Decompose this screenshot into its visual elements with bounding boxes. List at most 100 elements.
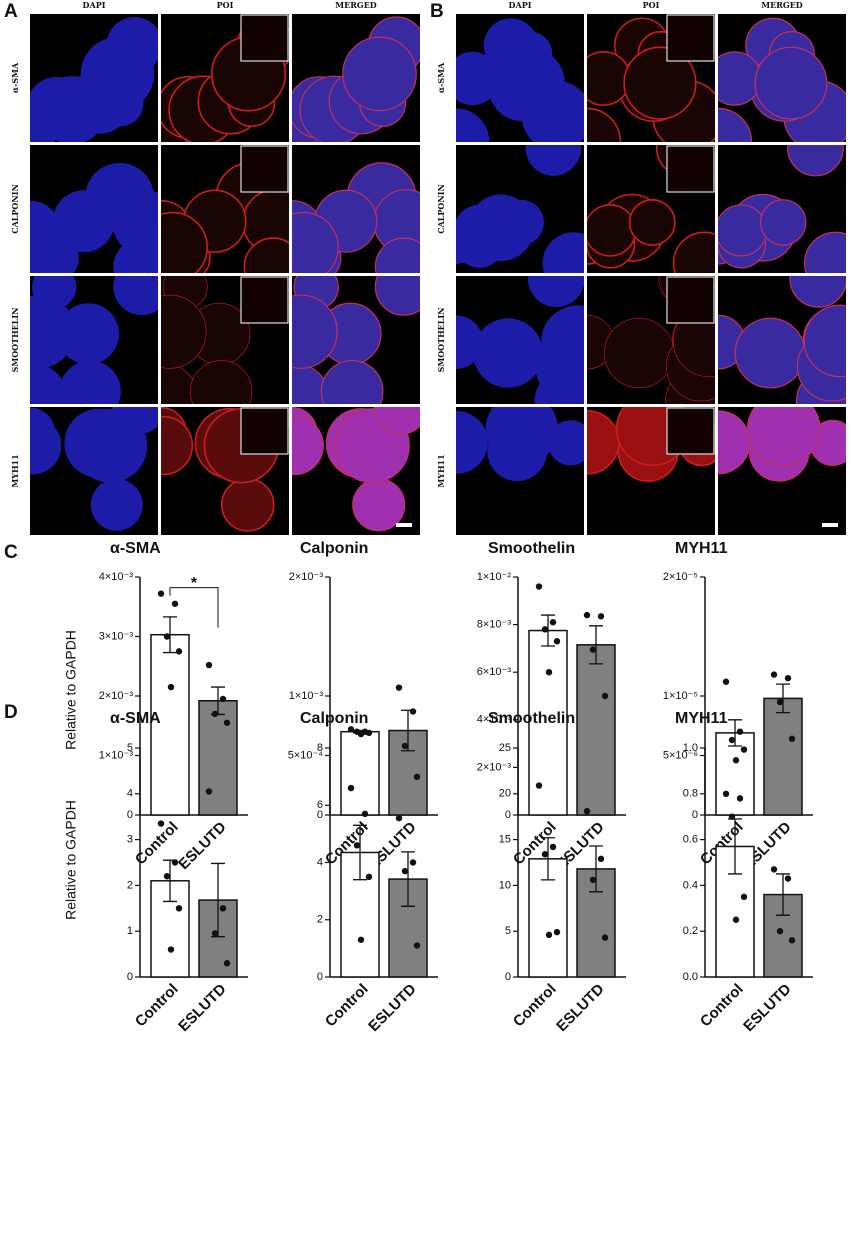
data-point — [395, 684, 403, 691]
cell — [30, 416, 62, 475]
data-point — [553, 638, 561, 645]
chart-title: Smoothelin — [488, 540, 575, 557]
cell — [373, 407, 420, 435]
data-point — [736, 795, 744, 802]
cell — [789, 276, 846, 308]
scale-bar — [822, 523, 838, 527]
cell — [587, 204, 637, 257]
cell — [718, 107, 753, 142]
cell — [498, 199, 544, 246]
data-point — [413, 773, 421, 781]
cell — [456, 410, 488, 474]
cell — [113, 238, 158, 273]
data-point — [219, 695, 227, 703]
y-tick-label: 5×10⁻⁶ — [663, 749, 698, 761]
data-point — [401, 742, 409, 750]
chart-title: α-SMA — [110, 710, 161, 727]
data-point — [545, 669, 553, 676]
data-point — [583, 808, 591, 815]
data-point — [728, 736, 736, 744]
cell — [587, 50, 631, 106]
data-point — [163, 873, 171, 880]
y-tick-label: 5 — [127, 742, 133, 754]
chart-title: Smoothelin — [488, 710, 575, 727]
data-point — [409, 708, 417, 715]
inset — [666, 145, 715, 193]
data-point — [597, 613, 605, 620]
significance-label: * — [191, 575, 198, 592]
data-point — [770, 671, 778, 678]
data-point — [347, 726, 355, 733]
bar — [528, 629, 568, 816]
y-tick-label: 2×10⁻⁵ — [663, 571, 698, 583]
y-tick-label: 0 — [317, 809, 323, 821]
cell — [80, 37, 155, 111]
data-point — [409, 859, 417, 866]
data-point — [395, 814, 403, 822]
cell-group — [30, 407, 158, 531]
data-point — [788, 937, 796, 944]
data-point — [541, 626, 549, 633]
data-point — [157, 590, 165, 597]
cell — [754, 46, 828, 120]
data-point — [175, 648, 183, 655]
y-tick-label: 0 — [127, 809, 133, 821]
y-tick-label: 2 — [317, 914, 323, 926]
inset — [240, 14, 289, 62]
y-tick-label: 2 — [127, 879, 133, 891]
data-point — [583, 611, 591, 619]
y-tick-label: 1×10⁻³ — [289, 690, 324, 702]
cell — [374, 276, 420, 316]
data-point — [776, 698, 784, 706]
data-point — [601, 692, 609, 700]
data-point — [361, 810, 369, 818]
y-tick-label: 0 — [692, 809, 698, 821]
row-label: CALPONIN — [10, 184, 20, 234]
data-point — [211, 710, 219, 718]
x-tick-label: ESLUTD — [740, 980, 795, 1035]
y-tick-label: 25 — [499, 742, 511, 754]
cell — [320, 359, 384, 404]
data-point — [347, 784, 355, 792]
data-point — [535, 583, 543, 590]
cell — [734, 317, 806, 389]
bar — [198, 700, 238, 816]
data-point — [175, 905, 183, 912]
cell — [90, 478, 143, 531]
data-point — [553, 928, 561, 936]
cell — [342, 36, 417, 112]
y-tick-label: 1 — [127, 925, 133, 937]
data-point — [589, 646, 597, 653]
scale-bar — [396, 523, 412, 527]
panel-letter: C — [4, 542, 18, 563]
column-header: DAPI — [509, 0, 532, 10]
data-point — [171, 859, 179, 866]
y-tick-label: 10 — [499, 879, 511, 891]
error-bar — [211, 862, 225, 938]
cell — [190, 360, 253, 404]
inset — [240, 276, 289, 324]
column-header: POI — [217, 0, 234, 10]
bar — [340, 730, 380, 816]
data-point — [776, 928, 784, 935]
cell-group — [292, 407, 420, 532]
cell-group — [456, 276, 584, 404]
x-tick-label: ESLUTD — [365, 980, 420, 1035]
cell-group — [718, 17, 846, 142]
cell-group — [587, 17, 715, 142]
y-tick-label: 0 — [317, 971, 323, 983]
inset — [240, 407, 289, 455]
bar — [150, 633, 190, 816]
cell — [30, 363, 67, 404]
x-tick-label: ESLUTD — [553, 980, 608, 1035]
cell — [30, 295, 76, 369]
cell — [456, 108, 490, 142]
error-bar — [353, 824, 367, 881]
bar — [763, 697, 803, 816]
y-axis-label: Relative to GAPDH — [63, 800, 79, 920]
column-header: MERGED — [335, 0, 377, 10]
y-tick-label: 4×10⁻³ — [477, 714, 512, 726]
cell — [161, 211, 208, 273]
data-point — [365, 729, 373, 737]
data-point — [770, 866, 778, 873]
